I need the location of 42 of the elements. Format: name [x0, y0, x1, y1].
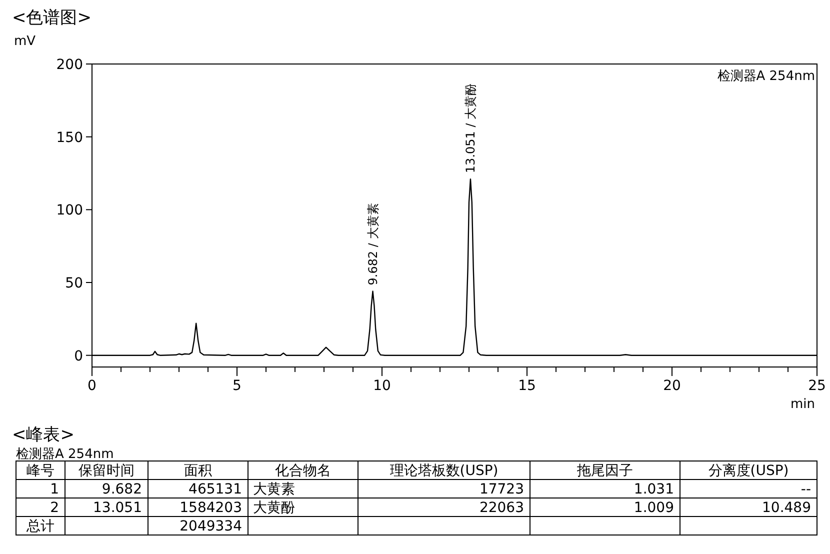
text: 检测器A 254nm	[16, 447, 114, 462]
category-label: 化合物名	[275, 463, 331, 479]
annotation: 13.051 / 大黄酚	[463, 83, 478, 174]
annotation: 9.682 / 大黄素	[366, 203, 380, 286]
text: 1	[50, 482, 59, 498]
x-tick-label: 15	[518, 378, 536, 394]
x-tick-label: 20	[663, 378, 681, 394]
category-label: 保留时间	[78, 463, 134, 479]
category-label: 理论塔板数(USP)	[390, 463, 498, 479]
text: 9.682	[102, 482, 142, 498]
y-tick-label: 100	[56, 202, 83, 219]
text: <峰表>	[12, 425, 74, 445]
text: 13.051	[93, 500, 142, 516]
chart-title: <色谱图>	[12, 8, 92, 28]
category-label: 峰号	[26, 463, 54, 479]
category-label: 面积	[184, 463, 212, 479]
text: 17723	[479, 482, 524, 498]
y-tick-label: 0	[74, 348, 83, 364]
text: 2049334	[180, 518, 242, 534]
x-tick-label: 0	[88, 378, 96, 394]
text: 22063	[479, 500, 524, 516]
category-label: 拖尾因子	[576, 463, 633, 479]
text: 465131	[188, 482, 242, 498]
y-tick-label: 50	[65, 276, 83, 292]
y-axis-title: mV	[14, 34, 36, 49]
x-axis-title: min	[790, 397, 815, 412]
y-tick-label: 150	[56, 130, 83, 146]
x-tick-label: 5	[232, 378, 242, 394]
x-tick-label: 10	[373, 378, 391, 394]
x-tick-label: 25	[808, 378, 826, 394]
text: 10.489	[762, 500, 811, 516]
text: 总计	[26, 518, 54, 534]
text: 2	[50, 500, 59, 516]
category-label: 分离度(USP)	[708, 463, 789, 479]
y-tick-label: 200	[56, 57, 83, 73]
text: 大黄酚	[253, 500, 295, 516]
text: 1584203	[180, 500, 242, 516]
text: 1.009	[634, 500, 674, 516]
annotation: 检测器A 254nm	[717, 69, 815, 84]
text: 大黄素	[253, 482, 295, 498]
text: 1.031	[634, 482, 674, 498]
text: --	[800, 482, 811, 498]
